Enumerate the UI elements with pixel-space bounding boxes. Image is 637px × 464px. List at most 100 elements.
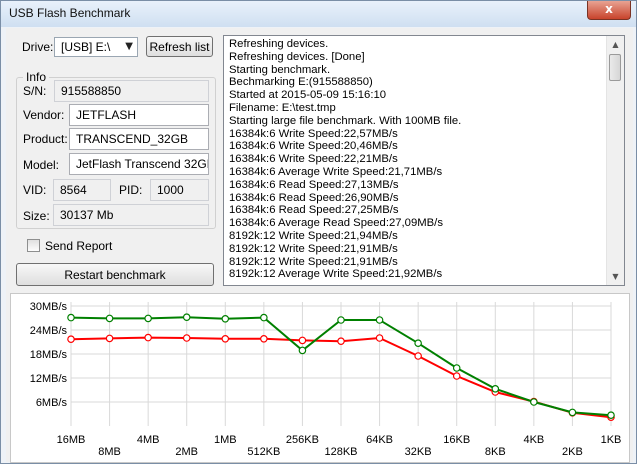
x-tick-label: 2KB — [562, 446, 583, 458]
data-point — [144, 314, 152, 323]
data-point — [182, 334, 191, 342]
data-point — [607, 411, 615, 420]
log-line: 8192k:12 Average Write Speed:21,92MB/s — [229, 268, 443, 281]
log-line: 16384k:6 Average Write Speed:21,71MB/s — [229, 165, 443, 178]
log-line: Starting benchmark. — [229, 63, 331, 76]
data-point — [568, 408, 577, 417]
log-line: Refreshing devices. — [229, 38, 329, 50]
log-line: 16384k:6 Write Speed:22,21MB/s — [229, 153, 398, 166]
drive-label: Drive: — [22, 40, 54, 54]
data-point — [105, 314, 114, 323]
log-lines: Refreshing devices. Refreshing devices. [… — [229, 38, 607, 281]
data-point — [182, 313, 191, 322]
log-line: 16384k:6 Write Speed:20,46MB/s — [229, 140, 398, 153]
x-tick-label: 1KB — [601, 434, 622, 446]
log-line: Refreshing devices. [Done] — [229, 50, 365, 63]
vid-label: VID: — [23, 183, 47, 197]
data-point — [491, 385, 500, 393]
y-tick-label: 30MB/s — [30, 301, 68, 313]
data-point — [221, 334, 230, 343]
scroll-up-icon[interactable]: ▲ — [612, 40, 619, 49]
drive-select-value: [USB] E:\ — [61, 40, 111, 54]
window-title: USB Flash Benchmark — [9, 6, 131, 20]
x-tick-label: 4MB — [137, 434, 160, 446]
data-point — [530, 398, 538, 406]
x-tick-label: 32KB — [405, 446, 432, 458]
x-tick-label: 512KB — [247, 446, 280, 458]
x-tick-label: 4KB — [523, 434, 544, 446]
data-point — [144, 333, 152, 342]
info-groupbox — [16, 77, 216, 229]
model-field[interactable]: JetFlash Transcend 32GB — [69, 153, 209, 175]
data-point — [298, 336, 307, 345]
data-point — [452, 372, 461, 380]
vid-field: 8564 — [53, 179, 111, 201]
info-group-title: Info — [23, 70, 50, 84]
product-field[interactable]: TRANSCEND_32GB — [69, 128, 209, 150]
speed-chart: 30MB/s 24MB/s 18MB/s 12MB/s 6MB/s 16MB 8MB 4MB 2… — [30, 301, 622, 458]
data-point — [337, 316, 345, 324]
y-tick-label: 12MB/s — [30, 373, 68, 385]
pid-label: PID: — [119, 183, 143, 197]
x-tick-label: 256KB — [286, 434, 319, 446]
data-point — [221, 314, 230, 323]
data-point — [414, 339, 422, 348]
log-line: 16384k:6 Write Speed:22,57MB/s — [229, 127, 398, 140]
log-line: Started at 2015-05-09 15:16:10 — [229, 89, 387, 102]
restart-benchmark-button[interactable]: Restart benchmark — [16, 263, 214, 286]
log-line: 16384k:6 Average Read Speed:27,09MB/s — [229, 217, 443, 230]
log-line: Filename: E:\test.tmp — [229, 101, 336, 114]
data-point — [414, 352, 422, 360]
title-bar[interactable]: USB Flash Benchmark x — [1, 1, 636, 27]
drive-select[interactable]: [USB] E:\ ▼ — [54, 37, 138, 57]
vendor-label: Vendor: — [23, 108, 65, 122]
log-line: 8192k:12 Write Speed:21,91MB/s — [229, 255, 398, 268]
chevron-down-icon: ▼ — [125, 41, 133, 52]
log-textbox[interactable]: Refreshing devices. Refreshing devices. [… — [223, 35, 625, 286]
log-line: 8192k:12 Write Speed:21,94MB/s — [229, 229, 398, 242]
data-point — [452, 364, 461, 372]
send-report-label[interactable]: Send Report — [45, 239, 113, 253]
x-tick-label: 8MB — [98, 446, 121, 458]
log-line: 16384k:6 Read Speed:26,90MB/s — [229, 191, 399, 204]
x-tick-label: 64KB — [366, 434, 393, 446]
y-tick-label: 6MB/s — [36, 397, 68, 409]
vendor-field[interactable]: JETFLASH — [69, 104, 209, 126]
x-tick-label: 16MB — [57, 434, 86, 446]
log-line: 16384k:6 Read Speed:27,13MB/s — [229, 178, 399, 191]
log-line: 16384k:6 Read Speed:27,25MB/s — [229, 204, 399, 217]
data-point — [375, 334, 384, 342]
data-point — [375, 316, 384, 324]
pid-field: 1000 — [150, 179, 209, 201]
data-point — [67, 313, 75, 322]
close-button[interactable]: x — [587, 1, 631, 20]
log-line: Starting large file benchmark. With 100M… — [229, 114, 462, 127]
sn-field: 915588850 — [54, 80, 209, 102]
data-point — [298, 346, 307, 355]
data-point — [337, 337, 345, 346]
close-icon: x — [605, 2, 613, 16]
refresh-list-button[interactable]: Refresh list — [146, 36, 213, 57]
data-point — [105, 334, 114, 343]
x-tick-label: 16KB — [443, 434, 470, 446]
scroll-thumb[interactable] — [609, 54, 621, 81]
x-tick-label: 1MB — [214, 434, 237, 446]
data-point — [67, 335, 75, 344]
log-scrollbar[interactable]: ▲ ▼ — [606, 36, 624, 285]
scroll-down-icon[interactable]: ▼ — [612, 272, 619, 281]
x-tick-label: 2MB — [175, 446, 198, 458]
product-label: Product: — [23, 132, 68, 146]
y-tick-label: 24MB/s — [30, 325, 68, 337]
log-line: 8192k:12 Write Speed:21,91MB/s — [229, 242, 398, 255]
speed-chart-panel: 30MB/s 24MB/s 18MB/s 12MB/s 6MB/s 16MB 8MB 4MB 2… — [10, 293, 630, 463]
size-label: Size: — [23, 209, 50, 223]
x-tick-label: 128KB — [324, 446, 357, 458]
data-point — [260, 334, 268, 343]
send-report-checkbox[interactable] — [27, 239, 40, 252]
log-line: Bechmarking E:(915588850) — [229, 76, 373, 89]
y-tick-label: 18MB/s — [30, 349, 68, 361]
sn-label: S/N: — [23, 84, 47, 98]
data-point — [260, 313, 268, 322]
model-label: Model: — [23, 158, 60, 172]
size-field: 30137 Mb — [53, 204, 209, 226]
